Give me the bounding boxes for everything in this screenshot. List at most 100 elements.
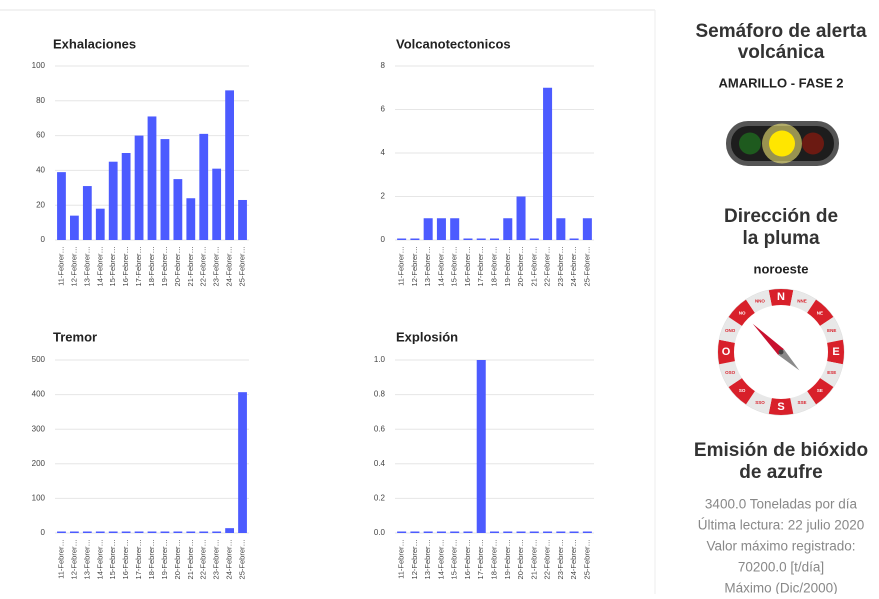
bar	[173, 532, 182, 534]
x-tick-label: 22-Febrer…	[199, 246, 208, 286]
bar	[238, 200, 247, 240]
x-tick-label: 13-Febrer…	[423, 539, 432, 579]
sidebar-text: noroeste	[754, 261, 809, 276]
x-tick-label: 12-Febrer…	[69, 246, 78, 286]
x-tick-label: 17-Febrer…	[134, 246, 143, 286]
x-tick-label: 13-Febrer…	[423, 246, 432, 286]
y-tick-label: 100	[32, 494, 46, 503]
x-tick-label: 19-Febrer…	[503, 539, 512, 579]
bar	[225, 528, 234, 533]
bar	[410, 532, 419, 534]
bar	[173, 179, 182, 240]
bar	[556, 532, 565, 534]
x-tick-label: 14-Febrer…	[95, 539, 104, 579]
bar	[148, 116, 157, 240]
y-tick-label: 6	[381, 105, 386, 114]
compass-label: ENE	[827, 328, 836, 333]
y-tick-label: 500	[32, 355, 46, 364]
bar	[199, 532, 208, 534]
x-tick-label: 16-Febrer…	[121, 246, 130, 286]
y-tick-label: 0	[41, 528, 46, 537]
x-tick-label: 14-Febrer…	[436, 246, 445, 286]
bar	[70, 532, 79, 534]
bar	[397, 532, 406, 534]
y-tick-label: 4	[381, 148, 386, 157]
y-tick-label: 0.6	[374, 424, 386, 433]
compass-label: SO	[739, 388, 746, 393]
sidebar-text: 3400.0 Toneladas por día	[705, 497, 858, 512]
bar	[543, 532, 552, 534]
x-tick-label: 24-Febrer…	[225, 539, 234, 579]
x-tick-label: 21-Febrer…	[529, 246, 538, 286]
y-tick-label: 0	[381, 235, 386, 244]
x-tick-label: 20-Febrer…	[173, 539, 182, 579]
compass-label: S	[777, 401, 784, 413]
x-tick-label: 19-Febrer…	[160, 539, 169, 579]
compass-label: NNO	[755, 298, 765, 303]
x-tick-label: 18-Febrer…	[489, 246, 498, 286]
compass-label: SE	[817, 388, 823, 393]
bar	[556, 218, 565, 240]
x-tick-label: 20-Febrer…	[173, 246, 182, 286]
bar	[186, 532, 195, 534]
bar	[109, 532, 118, 534]
compass-label: NE	[817, 310, 823, 315]
x-tick-label: 15-Febrer…	[108, 539, 117, 579]
y-tick-label: 400	[32, 390, 46, 399]
bar	[463, 239, 472, 241]
bar	[477, 360, 486, 533]
needle-hub	[779, 350, 784, 355]
x-tick-label: 25-Febrer…	[238, 539, 247, 579]
bar	[437, 532, 446, 534]
bar	[424, 218, 433, 240]
x-tick-label: 19-Febrer…	[160, 246, 169, 286]
x-tick-label: 21-Febrer…	[186, 539, 195, 579]
x-tick-label: 18-Febrer…	[147, 246, 156, 286]
x-tick-label: 18-Febrer…	[489, 539, 498, 579]
x-tick-label: 23-Febrer…	[556, 246, 565, 286]
bar	[96, 532, 105, 534]
x-tick-label: 17-Febrer…	[134, 539, 143, 579]
x-tick-label: 25-Febrer…	[582, 246, 591, 286]
bar	[109, 162, 118, 240]
bar	[450, 532, 459, 534]
y-tick-label: 80	[36, 96, 45, 105]
bar	[57, 172, 66, 240]
bar	[437, 218, 446, 240]
chart-title: Explosión	[396, 329, 458, 344]
bar	[517, 197, 526, 241]
compass-label: SSE	[798, 400, 807, 405]
bar	[212, 169, 221, 240]
x-tick-label: 23-Febrer…	[212, 246, 221, 286]
bar	[135, 136, 144, 240]
compass-label: ESE	[827, 370, 836, 375]
bar	[543, 88, 552, 240]
bar	[477, 239, 486, 241]
bar	[583, 532, 592, 534]
compass-label: SSO	[755, 400, 765, 405]
compass-label: ONO	[725, 328, 736, 333]
y-tick-label: 1.0	[374, 355, 386, 364]
bar	[503, 218, 512, 240]
compass-label: O	[722, 346, 731, 358]
bar	[397, 239, 406, 241]
chart-title: Volcanotectonicos	[396, 36, 511, 51]
compass-label: NO	[739, 310, 746, 315]
compass-label: N	[777, 291, 785, 303]
x-tick-label: 22-Febrer…	[543, 246, 552, 286]
y-tick-label: 0.0	[374, 528, 386, 537]
x-tick-label: 23-Febrer…	[556, 539, 565, 579]
yellow-light	[769, 131, 795, 157]
bar	[570, 532, 579, 534]
bar	[570, 239, 579, 241]
x-tick-label: 25-Febrer…	[238, 246, 247, 286]
red-light	[802, 133, 824, 155]
x-tick-label: 15-Febrer…	[450, 539, 459, 579]
sidebar-text: Valor máximo registrado:	[706, 539, 855, 554]
bar	[96, 209, 105, 240]
bar	[450, 218, 459, 240]
compass-label: E	[832, 346, 839, 358]
x-tick-label: 14-Febrer…	[95, 246, 104, 286]
bar	[148, 532, 157, 534]
x-tick-label: 11-Febrer…	[56, 246, 65, 286]
